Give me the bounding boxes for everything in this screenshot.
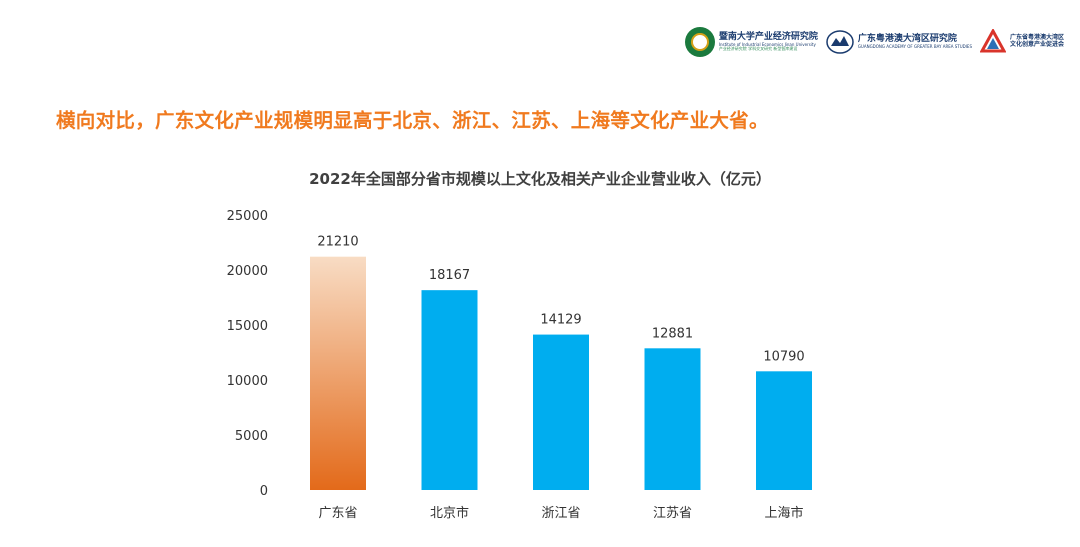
y-tick-label: 25000 [227, 209, 268, 224]
bar-4 [644, 348, 701, 490]
y-tick-label: 5000 [235, 429, 268, 444]
x-tick-label: 广东省 [318, 506, 357, 521]
gba-logo-sub: GUANGDONG ACADEMY OF GREATER BAY AREA ST… [857, 43, 972, 49]
bar-1 [310, 256, 366, 490]
x-tick-label: 北京市 [430, 505, 469, 521]
data-label: 10790 [763, 349, 804, 364]
culture-association-logo-name: 广东省粤港澳大湾区文化创意产业促进会 [1010, 34, 1065, 48]
jnu-logo: 暨南大学产业经济研究院 Institute of Industrial Econ… [684, 27, 818, 57]
x-tick-label: 上海市 [764, 505, 803, 521]
data-label: 14129 [540, 313, 581, 328]
culture-association-logo: 广东省粤港澳大湾区文化创意产业促进会 [980, 29, 1066, 55]
y-tick-label: 10000 [227, 374, 268, 389]
data-label: 18167 [429, 268, 470, 283]
page-headline: 横向对比，广东文化产业规模明显高于北京、浙江、江苏、上海等文化产业大省。 [56, 109, 769, 132]
gba-emblem-icon [826, 30, 854, 54]
y-tick-label: 0 [260, 484, 268, 499]
jnu-logo-sub2: 产业经济研究院 学科交叉研究 新型智库建设 [718, 45, 798, 51]
y-tick-label: 20000 [227, 264, 268, 279]
y-tick-label: 15000 [227, 319, 268, 334]
bar-2 [421, 290, 478, 490]
gba-logo-name: 广东粤港澳大湾区研究院 [857, 33, 957, 44]
jnu-logo-sub: Institute of Industrial Economics Jinan … [718, 41, 816, 47]
chart-title: 2022年全国部分省市规模以上文化及相关产业企业营业收入（亿元） [309, 170, 771, 188]
logo-bar: 暨南大学产业经济研究院 Institute of Industrial Econ… [684, 22, 1066, 62]
bar-3 [533, 334, 589, 490]
gba-logo: 广东粤港澳大湾区研究院 GUANGDONG ACADEMY OF GREATER… [826, 28, 972, 56]
bar-5 [756, 371, 812, 490]
data-label: 21210 [317, 235, 358, 250]
x-tick-label: 江苏省 [653, 505, 692, 521]
data-label: 12881 [652, 326, 693, 341]
jnu-emblem-icon [684, 27, 715, 57]
culture-association-emblem-icon [980, 29, 1006, 53]
jnu-logo-name: 暨南大学产业经济研究院 [718, 31, 818, 42]
x-tick-label: 浙江省 [541, 506, 580, 521]
